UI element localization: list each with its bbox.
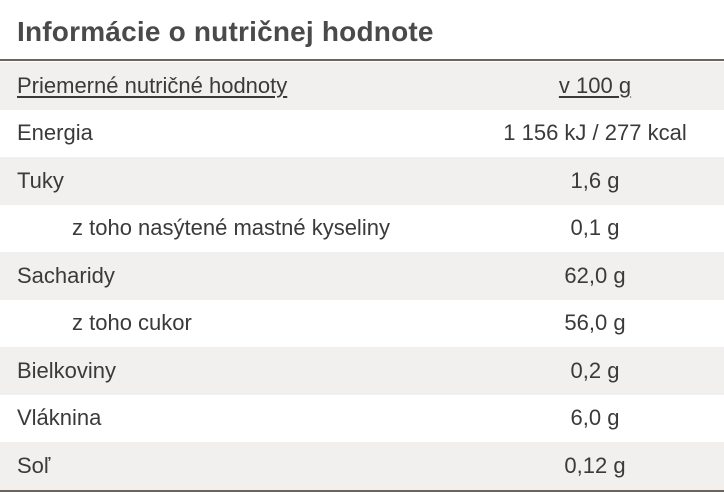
row-value: 56,0 g bbox=[564, 310, 626, 336]
table-row-energy: Energia 1 156 kJ / 277 kcal bbox=[0, 110, 724, 158]
row-value: 6,0 g bbox=[570, 405, 620, 431]
page-title: Informácie o nutričnej hodnote bbox=[17, 16, 434, 47]
row-name: Vláknina bbox=[17, 405, 102, 431]
top-divider bbox=[0, 59, 724, 61]
header-name-label: Priemerné nutričné hodnoty bbox=[17, 72, 288, 98]
table-row-carbohydrates: Sacharidy 62,0 g bbox=[0, 252, 724, 300]
row-value: 0,2 g bbox=[570, 357, 620, 383]
row-name: Soľ bbox=[17, 452, 51, 478]
row-name: Sacharidy bbox=[17, 262, 115, 288]
table-row-saturated-fat: z toho nasýtené mastné kyseliny 0,1 g bbox=[0, 205, 724, 253]
row-name: Energia bbox=[17, 120, 93, 146]
row-name: Bielkoviny bbox=[17, 357, 117, 383]
table-row-salt: Soľ 0,12 g bbox=[0, 442, 724, 490]
table-row-sugar: z toho cukor 56,0 g bbox=[0, 300, 724, 348]
row-name: z toho nasýtené mastné kyseliny bbox=[72, 215, 390, 241]
row-value: 1 156 kJ / 277 kcal bbox=[503, 120, 687, 146]
row-value: 62,0 g bbox=[564, 262, 626, 288]
row-value: 0,1 g bbox=[570, 215, 620, 241]
nutrition-table: Priemerné nutričné hodnoty v 100 g Energ… bbox=[0, 62, 724, 490]
row-name: z toho cukor bbox=[72, 310, 192, 336]
row-value: 1,6 g bbox=[570, 167, 620, 193]
header-value-label: v 100 g bbox=[558, 72, 632, 98]
row-name: Tuky bbox=[17, 167, 64, 193]
table-row-protein: Bielkoviny 0,2 g bbox=[0, 347, 724, 395]
table-header-row: Priemerné nutričné hodnoty v 100 g bbox=[0, 62, 724, 110]
row-value: 0,12 g bbox=[564, 452, 626, 478]
table-row-fiber: Vláknina 6,0 g bbox=[0, 395, 724, 443]
table-row-fat: Tuky 1,6 g bbox=[0, 157, 724, 205]
bottom-divider bbox=[0, 490, 724, 492]
